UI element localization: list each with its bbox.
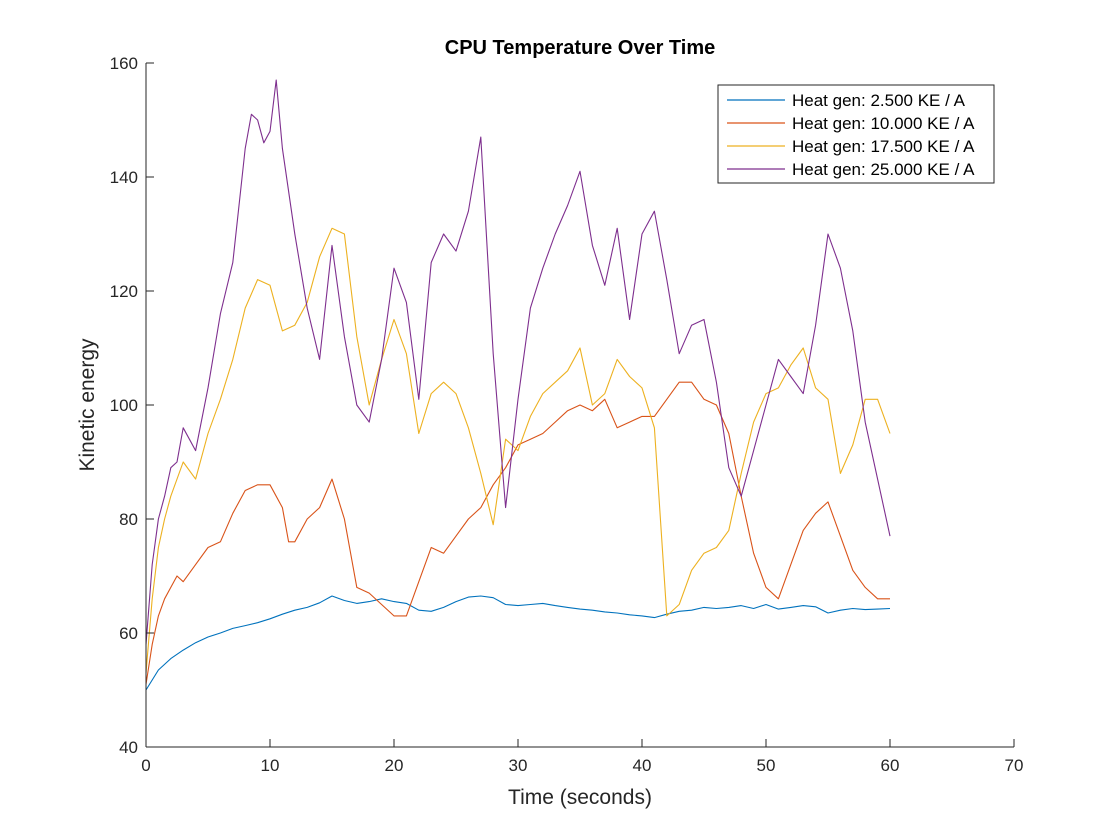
chart-title: CPU Temperature Over Time: [445, 37, 715, 59]
x-tick-label: 40: [633, 756, 652, 775]
x-tick-label: 50: [757, 756, 776, 775]
y-tick-label: 160: [110, 54, 138, 73]
y-axis-label: Kinetic energy: [76, 338, 99, 472]
legend-label-3: Heat gen: 17.500 KE / A: [792, 137, 975, 156]
y-ticks: 40 60 80 100 120 140 160: [110, 54, 154, 757]
x-ticks: 0 10 20 30 40 50 60 70: [141, 739, 1023, 775]
x-tick-label: 0: [141, 756, 150, 775]
x-tick-label: 10: [261, 756, 280, 775]
legend-label-4: Heat gen: 25.000 KE / A: [792, 160, 975, 179]
y-tick-label: 40: [119, 738, 138, 757]
series-line-3: [145, 227, 891, 673]
legend: Heat gen: 2.500 KE / A Heat gen: 10.000 K…: [717, 84, 995, 184]
x-tick-label: 70: [1005, 756, 1024, 775]
y-tick-label: 60: [119, 624, 138, 643]
legend-label-2: Heat gen: 10.000 KE / A: [792, 114, 975, 133]
y-tick-label: 140: [110, 168, 138, 187]
x-tick-label: 60: [881, 756, 900, 775]
x-tick-label: 30: [509, 756, 528, 775]
series-layer: [145, 79, 891, 691]
legend-label-1: Heat gen: 2.500 KE / A: [792, 91, 966, 110]
y-tick-label: 100: [110, 396, 138, 415]
series-line-4: [145, 79, 891, 645]
y-tick-label: 80: [119, 510, 138, 529]
x-tick-label: 20: [385, 756, 404, 775]
series-line-2: [145, 381, 890, 685]
y-tick-label: 120: [110, 282, 138, 301]
legend-box: [717, 84, 995, 184]
x-axis-label: Time (seconds): [508, 786, 652, 809]
series-line-1: [145, 595, 891, 691]
